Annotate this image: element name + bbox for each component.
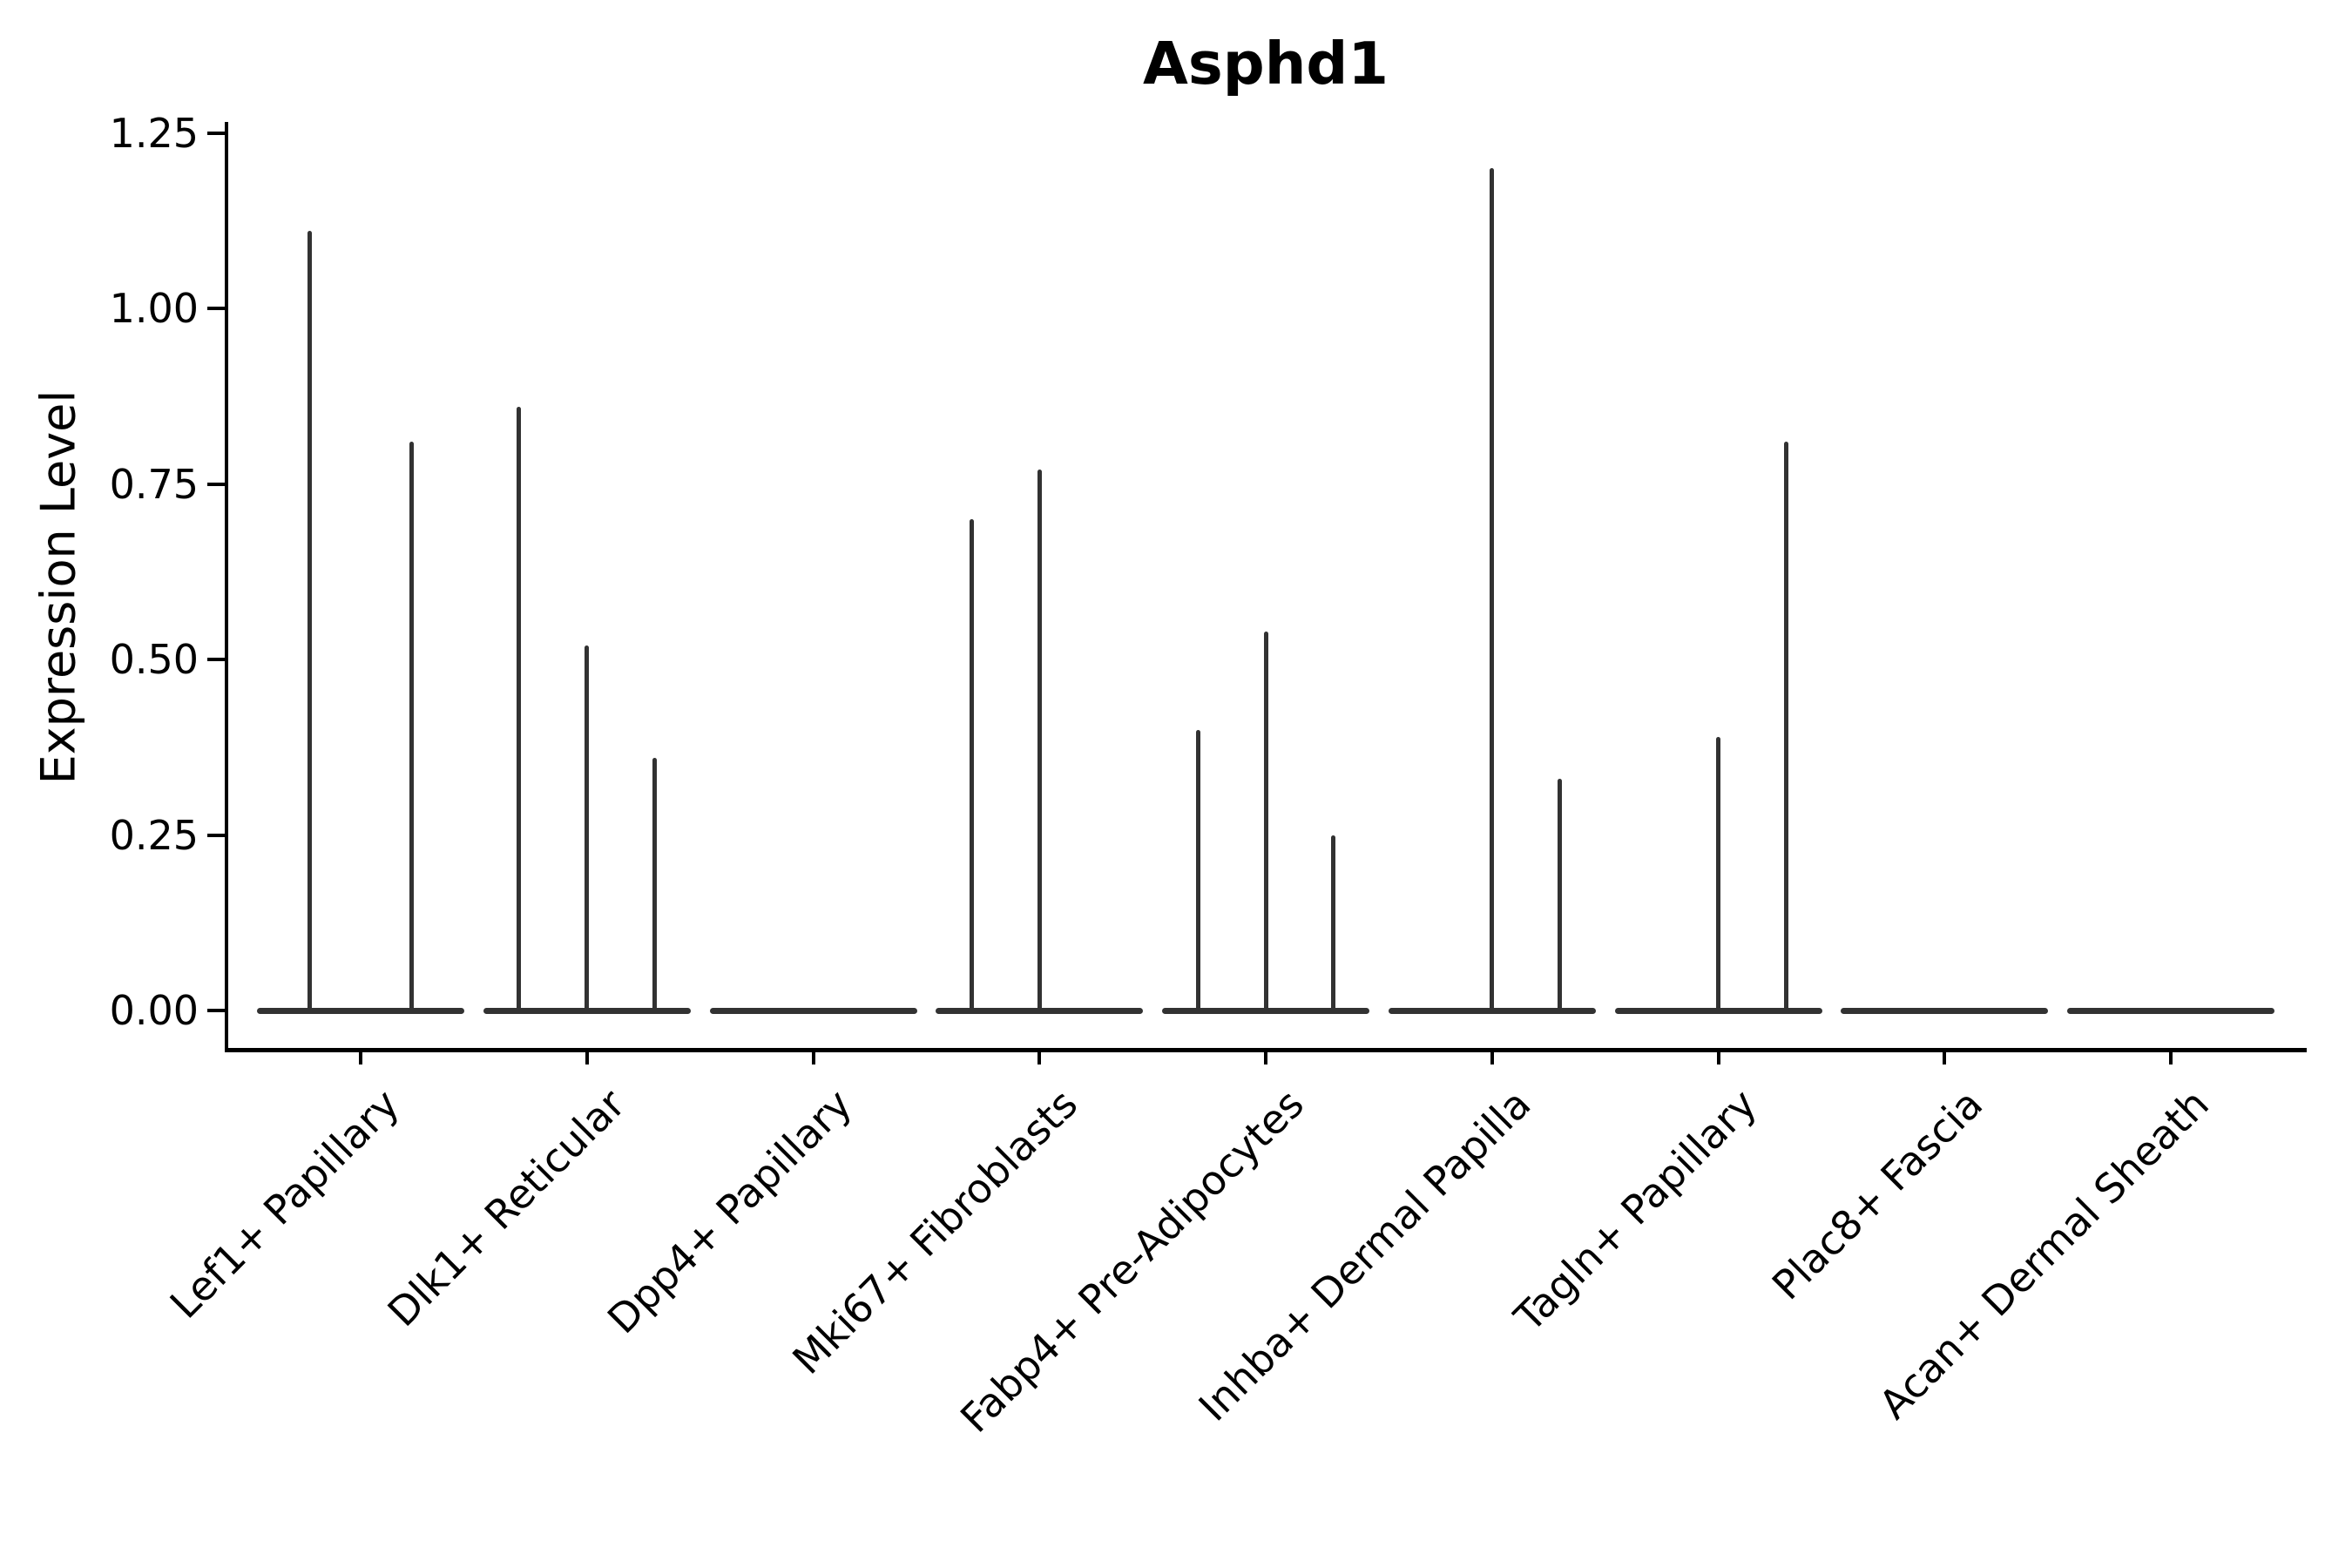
x-tick-mark: [811, 1052, 815, 1064]
violin-spike: [652, 757, 658, 1013]
violin-spike: [409, 442, 414, 1013]
y-tick-label: 0.75: [109, 460, 199, 508]
y-tick-mark: [207, 658, 225, 661]
x-tick-label: Plac8+ Fascia: [1763, 1080, 1992, 1309]
violin-spike: [1558, 779, 1563, 1013]
x-tick-label: Tagln+ Papillary: [1504, 1080, 1766, 1341]
x-tick-mark: [1943, 1052, 1947, 1064]
x-tick-label: Dlk1+ Reticular: [378, 1080, 634, 1336]
plot-title: Asphd1: [1143, 30, 1389, 98]
violin-spike: [969, 518, 974, 1013]
plot-area: [225, 122, 2307, 1052]
violin-spike: [1195, 729, 1200, 1013]
x-tick-mark: [1716, 1052, 1720, 1064]
y-tick-label: 0.50: [109, 636, 199, 683]
y-tick-label: 0.00: [109, 987, 199, 1034]
violin-baseline: [1841, 1007, 2049, 1014]
x-tick-mark: [1264, 1052, 1267, 1064]
x-tick-mark: [1037, 1052, 1042, 1064]
violin-spike: [517, 406, 522, 1013]
y-tick-mark: [207, 833, 225, 837]
violin-spike: [1037, 470, 1042, 1013]
violin-spike: [308, 231, 313, 1013]
x-tick-label: Lef1+ Papillary: [160, 1080, 409, 1328]
violin-spike: [1490, 167, 1495, 1013]
y-tick-mark: [207, 307, 225, 310]
violin-baseline: [709, 1007, 917, 1014]
violin-spike: [585, 645, 590, 1013]
x-tick-mark: [1490, 1052, 1494, 1064]
violin-spike: [1783, 442, 1788, 1013]
x-tick-mark: [585, 1052, 589, 1064]
y-tick-label: 1.25: [109, 109, 199, 157]
violin-spike: [1263, 631, 1268, 1013]
y-axis-label: Expression Level: [30, 389, 86, 785]
y-tick-mark: [207, 482, 225, 486]
y-tick-mark: [207, 131, 225, 135]
violin-spike: [1716, 736, 1720, 1013]
y-tick-label: 0.25: [109, 811, 199, 859]
violin-baseline: [257, 1007, 464, 1014]
violin-spike: [1331, 835, 1336, 1013]
y-tick-mark: [207, 1009, 225, 1012]
x-tick-mark: [2169, 1052, 2173, 1064]
violin-baseline: [2067, 1007, 2274, 1014]
x-tick-mark: [359, 1052, 362, 1064]
x-tick-label: Dpp4+ Papillary: [598, 1080, 861, 1343]
y-tick-label: 1.00: [109, 285, 199, 332]
